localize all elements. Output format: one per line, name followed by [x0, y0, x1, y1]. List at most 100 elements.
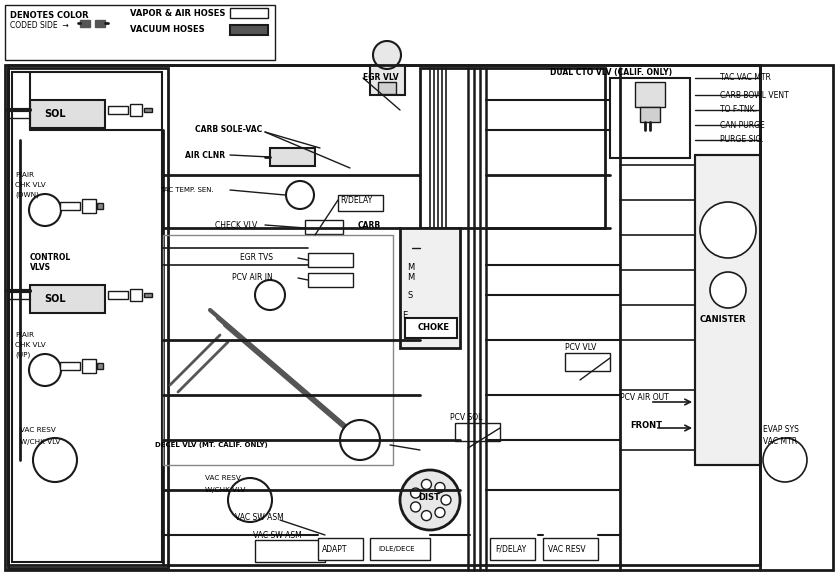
- Bar: [635, 82, 665, 107]
- Circle shape: [763, 438, 807, 482]
- Text: M: M: [407, 273, 414, 283]
- Circle shape: [255, 280, 285, 310]
- Bar: [80, 20, 90, 27]
- Text: EVAP SYS: EVAP SYS: [763, 425, 799, 434]
- Text: W/CHK VLV: W/CHK VLV: [20, 439, 60, 445]
- Bar: [378, 82, 396, 94]
- Bar: [610, 78, 690, 158]
- Text: EGR VLV: EGR VLV: [363, 73, 399, 83]
- Bar: [370, 65, 405, 95]
- Text: PURGE SIG.: PURGE SIG.: [720, 136, 763, 144]
- Text: PCV SOL: PCV SOL: [450, 414, 483, 422]
- Bar: [308, 253, 353, 267]
- Text: TAC VAC MTR: TAC VAC MTR: [720, 73, 771, 83]
- Text: FRONT: FRONT: [630, 421, 662, 429]
- Bar: [82, 199, 96, 213]
- Bar: [163, 235, 393, 465]
- Circle shape: [373, 41, 401, 69]
- Bar: [30, 100, 105, 128]
- Text: W/CHK VLV: W/CHK VLV: [205, 487, 246, 493]
- Circle shape: [228, 478, 272, 522]
- Bar: [12, 72, 162, 562]
- Text: CARB BOWL VENT: CARB BOWL VENT: [720, 91, 789, 99]
- Circle shape: [700, 202, 756, 258]
- Text: S: S: [407, 290, 412, 299]
- Text: PCV AIR IN: PCV AIR IN: [232, 273, 272, 283]
- Circle shape: [710, 272, 746, 308]
- Text: VAC MTR: VAC MTR: [763, 437, 797, 447]
- Text: P/AIR: P/AIR: [15, 172, 34, 178]
- Circle shape: [435, 508, 445, 518]
- Bar: [305, 220, 343, 234]
- Text: F/DELAY: F/DELAY: [495, 545, 526, 553]
- Text: CAN PURGE: CAN PURGE: [720, 121, 765, 129]
- Bar: [5, 5, 275, 60]
- Bar: [108, 106, 128, 114]
- Text: VACUUM HOSES: VACUUM HOSES: [130, 25, 204, 35]
- Text: CONTROL: CONTROL: [30, 253, 71, 263]
- Text: PCV VLV: PCV VLV: [565, 343, 597, 353]
- Bar: [270, 148, 315, 166]
- Bar: [97, 203, 103, 209]
- Circle shape: [29, 194, 61, 226]
- Bar: [490, 538, 535, 560]
- Text: EGR TVS: EGR TVS: [240, 253, 273, 263]
- Text: CODED SIDE  →: CODED SIDE →: [10, 21, 69, 29]
- Text: CARB SOLE-VAC: CARB SOLE-VAC: [195, 126, 262, 134]
- Text: IDLE/DECE: IDLE/DECE: [378, 546, 415, 552]
- Bar: [400, 228, 460, 348]
- Text: M: M: [407, 264, 414, 272]
- Circle shape: [422, 511, 432, 520]
- Text: TAC TEMP. SEN.: TAC TEMP. SEN.: [160, 187, 214, 193]
- Circle shape: [286, 181, 314, 209]
- Circle shape: [435, 482, 445, 493]
- Bar: [565, 353, 610, 371]
- Text: TO F-TNK.: TO F-TNK.: [720, 106, 757, 114]
- Circle shape: [400, 470, 460, 530]
- Bar: [30, 285, 105, 313]
- Text: VAC RESV: VAC RESV: [20, 427, 56, 433]
- Text: P/AIR: P/AIR: [15, 332, 34, 338]
- Bar: [60, 202, 80, 210]
- Text: PCV AIR OUT: PCV AIR OUT: [620, 394, 669, 403]
- Circle shape: [33, 438, 77, 482]
- Text: CARB: CARB: [358, 220, 381, 230]
- Bar: [318, 538, 363, 560]
- Text: AIR CLNR: AIR CLNR: [185, 151, 225, 159]
- Text: CHK VLV: CHK VLV: [15, 342, 46, 348]
- Bar: [108, 291, 128, 299]
- Bar: [144, 108, 152, 112]
- Bar: [640, 107, 660, 122]
- Bar: [543, 538, 598, 560]
- Text: SOL: SOL: [44, 294, 66, 304]
- Bar: [405, 318, 457, 338]
- Circle shape: [411, 488, 421, 498]
- Text: (UP): (UP): [15, 352, 30, 358]
- Bar: [308, 273, 353, 287]
- Bar: [455, 423, 500, 441]
- Circle shape: [340, 420, 380, 460]
- Bar: [370, 538, 430, 560]
- Circle shape: [411, 502, 421, 512]
- Text: CANISTER: CANISTER: [700, 316, 747, 324]
- Bar: [230, 25, 268, 35]
- Circle shape: [422, 479, 432, 489]
- Bar: [255, 540, 325, 562]
- Text: VLVS: VLVS: [30, 264, 51, 272]
- Text: SOL: SOL: [44, 109, 66, 119]
- Bar: [60, 362, 80, 370]
- Bar: [695, 155, 760, 465]
- Bar: [338, 195, 383, 211]
- Text: CHK VLV: CHK VLV: [15, 182, 46, 188]
- Text: CHOKE: CHOKE: [418, 324, 450, 332]
- Circle shape: [441, 495, 451, 505]
- Text: R/DELAY: R/DELAY: [340, 196, 372, 204]
- Bar: [144, 293, 152, 297]
- Text: DENOTES COLOR: DENOTES COLOR: [10, 10, 89, 20]
- Text: ADAPT: ADAPT: [322, 545, 348, 553]
- Bar: [97, 363, 103, 369]
- Text: CHECK VLV: CHECK VLV: [215, 220, 257, 230]
- Bar: [8, 68, 168, 568]
- Bar: [130, 289, 142, 301]
- Text: DIST: DIST: [418, 493, 440, 503]
